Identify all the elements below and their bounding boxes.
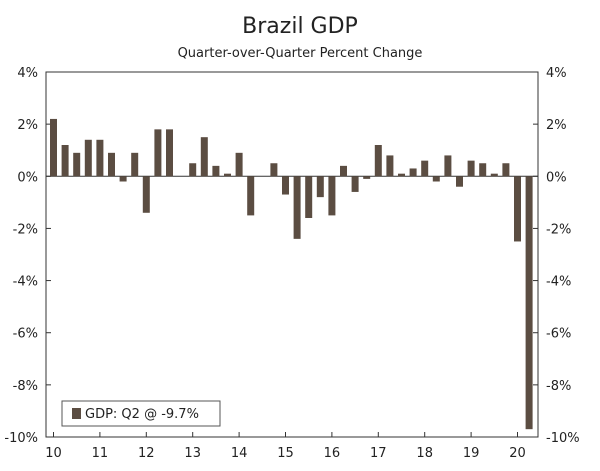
right-axis-ticks: 4% 2% 0% -2% -4% -6% -8% -10% <box>533 66 580 446</box>
bar <box>351 176 359 192</box>
bar <box>444 155 452 177</box>
bar <box>247 176 255 216</box>
x-tick-label: 10 <box>45 446 62 461</box>
right-tick-label: -8% <box>546 379 571 394</box>
right-tick-label: 0% <box>546 170 567 185</box>
bar <box>235 152 243 177</box>
bar <box>119 176 127 182</box>
right-tick-label: -2% <box>546 222 571 237</box>
x-tick-label: 20 <box>509 446 526 461</box>
x-tick-label: 19 <box>463 446 480 461</box>
bar <box>189 163 197 177</box>
bar <box>340 165 347 177</box>
bar <box>328 176 336 216</box>
bar <box>293 176 301 239</box>
legend-box <box>61 400 221 427</box>
bar <box>108 152 115 177</box>
chart-subtitle: Quarter-over-Quarter Percent Change <box>177 46 423 61</box>
bar <box>131 152 139 177</box>
bar <box>84 139 92 177</box>
chart-title: Brazil GDP <box>242 14 358 39</box>
left-tick-label: 4% <box>17 66 38 81</box>
bar <box>525 176 533 430</box>
left-tick-label: -6% <box>13 327 38 342</box>
bar <box>154 129 162 177</box>
x-tick-label: 13 <box>184 446 201 461</box>
right-tick-label: -10% <box>546 431 580 446</box>
bar-series <box>50 118 533 430</box>
left-tick-label: 2% <box>17 118 38 133</box>
right-tick-label: -6% <box>546 327 571 342</box>
x-tick-label: 12 <box>138 446 155 461</box>
left-axis-ticks: 4% 2% 0% -2% -4% -6% -8% -10% <box>4 66 51 446</box>
bar <box>316 176 324 198</box>
left-tick-label: -8% <box>13 379 38 394</box>
bar <box>398 173 405 177</box>
bar <box>502 163 510 177</box>
x-axis-year-labels: 10 11 12 13 14 15 16 17 18 19 20 <box>45 432 526 461</box>
bar <box>73 152 81 177</box>
bar <box>224 173 231 177</box>
bar <box>61 145 69 177</box>
plot-frame <box>45 71 539 438</box>
x-tick-label: 14 <box>231 446 248 461</box>
x-tick-label: 17 <box>370 446 387 461</box>
bar <box>305 176 313 218</box>
left-tick-label: -4% <box>13 275 38 290</box>
bar <box>270 163 278 177</box>
left-tick-label: 0% <box>17 170 38 185</box>
bar <box>409 168 417 177</box>
right-tick-label: -4% <box>546 275 571 290</box>
bar <box>166 129 173 177</box>
bar <box>456 176 463 187</box>
right-tick-label: 4% <box>546 66 567 81</box>
legend-swatch <box>72 408 81 419</box>
bar <box>363 176 371 179</box>
bar <box>479 163 487 177</box>
bar <box>50 118 57 177</box>
bar <box>282 176 289 195</box>
x-tick-label: 11 <box>92 446 109 461</box>
bar <box>374 145 382 177</box>
x-tick-label: 16 <box>324 446 341 461</box>
bar <box>432 176 440 182</box>
bar <box>142 176 150 213</box>
legend: GDP: Q2 @ -9.7% <box>61 400 221 427</box>
x-tick-label: 15 <box>277 446 294 461</box>
bar <box>514 176 521 242</box>
right-tick-label: 2% <box>546 118 567 133</box>
x-tick-label: 18 <box>416 446 433 461</box>
bar <box>96 139 104 177</box>
legend-label: GDP: Q2 @ -9.7% <box>85 407 199 422</box>
left-tick-label: -10% <box>4 431 38 446</box>
left-tick-label: -2% <box>13 222 38 237</box>
bar <box>467 160 475 177</box>
bar <box>212 165 220 177</box>
bar <box>386 155 394 177</box>
bar <box>490 173 498 177</box>
bar <box>200 137 208 177</box>
bar <box>421 160 429 177</box>
